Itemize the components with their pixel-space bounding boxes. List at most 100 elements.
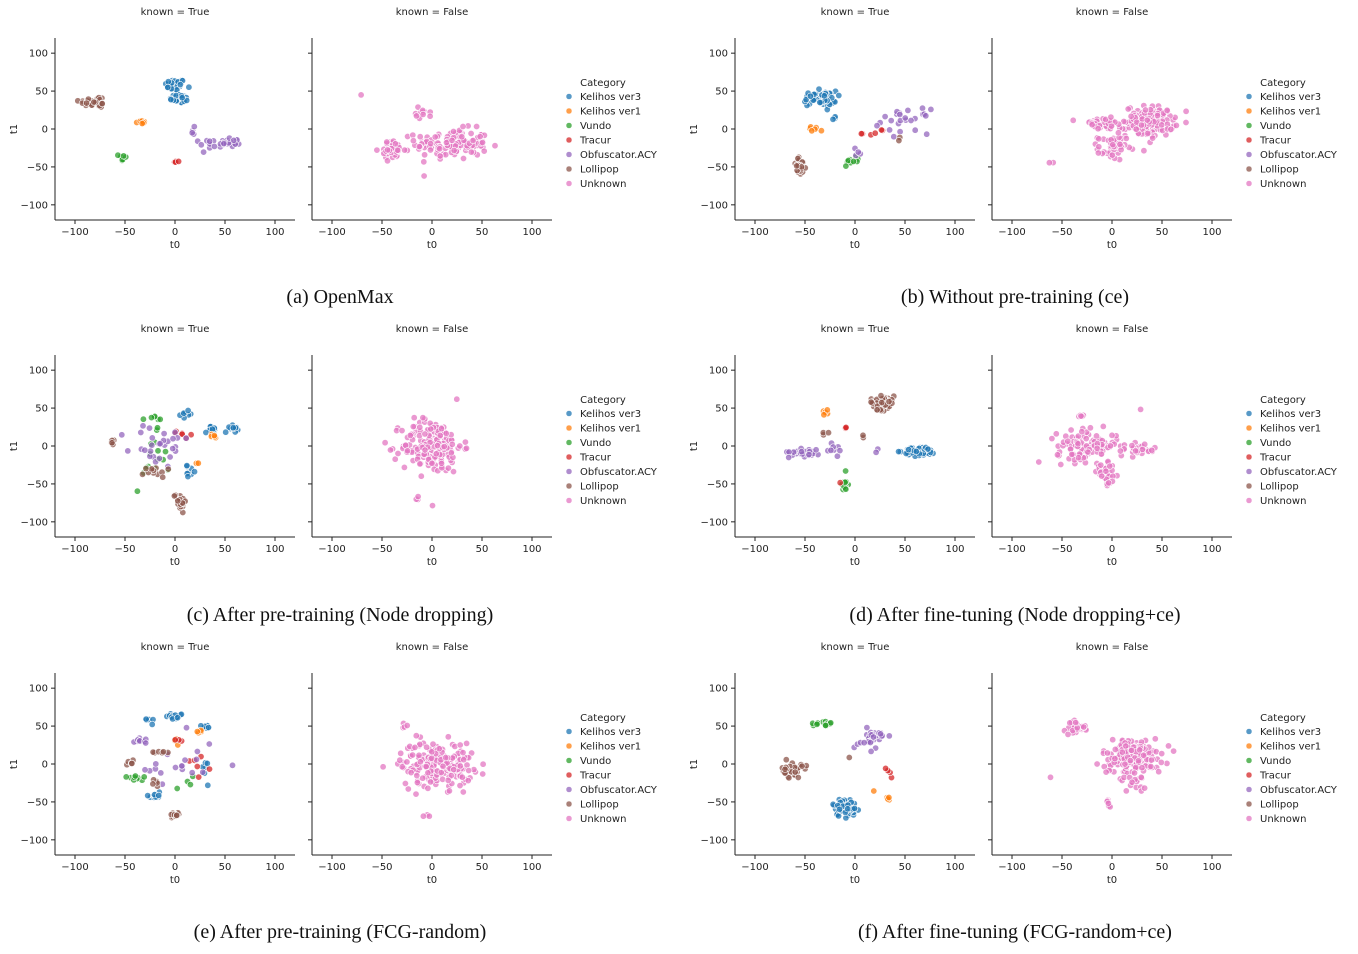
data-point-unknown	[442, 754, 450, 762]
x-tick-label: 50	[1156, 862, 1169, 873]
figure-panel-e: known = True −100 −50 0 50 100 −100 −50 0 50 100 t0…	[9, 642, 658, 943]
data-point-unknown	[1095, 135, 1103, 143]
data-point-obfuscator-acy	[169, 435, 177, 443]
facet-title: known = True	[141, 324, 210, 335]
facet-known-false: known = False −100 −50 0 50 100 t0	[988, 642, 1232, 886]
data-point-unknown	[459, 123, 467, 131]
scatter-points	[357, 91, 499, 180]
data-point-unknown	[420, 158, 428, 166]
data-point-unknown	[409, 423, 417, 431]
data-point-obfuscator-acy	[156, 440, 164, 448]
data-point-kelihos-ver3	[829, 115, 837, 123]
legend-entry-label: Kelihos ver3	[580, 409, 641, 420]
data-point-obfuscator-acy	[918, 104, 926, 112]
data-point-tracur	[857, 130, 865, 138]
data-point-unknown	[456, 442, 464, 450]
scatter-points	[107, 406, 242, 516]
x-tick-label: −50	[371, 862, 392, 873]
data-point-unknown	[449, 468, 457, 476]
data-point-unknown	[436, 152, 444, 160]
data-point-unknown	[1157, 758, 1165, 766]
data-point-vundo	[813, 720, 821, 728]
facet-title: known = True	[141, 642, 210, 653]
data-point-unknown	[1066, 719, 1074, 727]
data-point-unknown	[1158, 750, 1166, 758]
data-point-unknown	[456, 762, 464, 770]
x-tick-label: −50	[1051, 544, 1072, 555]
data-point-obfuscator-acy	[873, 122, 881, 130]
data-point-obfuscator-acy	[812, 446, 820, 454]
y-tick-label: 100	[709, 684, 728, 695]
data-point-obfuscator-acy	[169, 445, 177, 453]
data-point-unknown	[428, 754, 436, 762]
data-point-unknown	[1057, 460, 1065, 468]
y-tick-label: 50	[35, 404, 48, 415]
data-point-kelihos-ver3	[905, 446, 913, 454]
facet-title: known = False	[1076, 642, 1149, 653]
data-point-vundo	[842, 485, 850, 493]
data-point-unknown	[1072, 719, 1080, 727]
data-point-unknown	[1116, 140, 1124, 148]
x-tick-label: −50	[794, 227, 815, 238]
facet-title: known = False	[1076, 7, 1149, 18]
data-point-unknown	[1154, 111, 1162, 119]
data-point-unknown	[1137, 773, 1145, 781]
data-point-kelihos-ver1	[808, 127, 816, 135]
data-point-obfuscator-acy	[193, 755, 201, 763]
data-point-vundo	[842, 162, 850, 170]
data-point-unknown	[421, 446, 429, 454]
data-point-lollipop	[83, 99, 91, 107]
legend-entry-label: Lollipop	[580, 800, 619, 811]
legend-entry-label: Kelihos ver3	[1260, 727, 1321, 738]
y-tick-label: −100	[701, 200, 728, 211]
data-point-obfuscator-acy	[210, 142, 218, 150]
data-point-obfuscator-acy	[230, 136, 238, 144]
data-point-obfuscator-acy	[156, 454, 164, 462]
data-point-unknown	[409, 751, 417, 759]
x-tick-label: 50	[899, 227, 912, 238]
data-point-tracur	[836, 479, 844, 487]
data-point-tracur	[195, 773, 203, 781]
data-point-unknown	[479, 760, 487, 768]
scatter-points	[1035, 405, 1159, 490]
data-point-unknown	[1054, 451, 1062, 459]
x-tick-label: −50	[1051, 227, 1072, 238]
legend-entry-label: Obfuscator.ACY	[580, 785, 658, 796]
data-point-unknown	[1047, 773, 1055, 781]
legend-entry-label: Kelihos ver1	[1260, 742, 1321, 753]
data-point-unknown	[458, 773, 466, 781]
data-point-obfuscator-acy	[193, 747, 201, 755]
legend-entry-label: Unknown	[1260, 814, 1306, 825]
legend-entry-label: Kelihos ver1	[580, 742, 641, 753]
data-point-obfuscator-acy	[190, 123, 198, 131]
legend-marker	[565, 728, 573, 735]
data-point-unknown	[1097, 450, 1105, 458]
y-tick-label: −50	[27, 162, 48, 173]
data-point-unknown	[409, 137, 417, 145]
data-point-obfuscator-acy	[854, 148, 862, 156]
data-point-lollipop	[149, 780, 157, 788]
data-point-unknown	[479, 770, 487, 778]
y-tick-label: 0	[42, 442, 48, 453]
data-point-lollipop	[142, 465, 150, 473]
legend-entry-label: Vundo	[1260, 438, 1291, 449]
data-point-unknown	[1172, 121, 1180, 129]
legend-marker	[565, 482, 573, 490]
data-point-obfuscator-acy	[146, 424, 154, 432]
data-point-unknown	[1138, 121, 1146, 129]
legend-entry-label: Obfuscator.ACY	[1260, 467, 1338, 478]
data-point-obfuscator-acy	[182, 434, 190, 442]
legend-entry-label: Kelihos ver1	[1260, 424, 1321, 435]
data-point-unknown	[432, 450, 440, 458]
legend-marker	[1245, 453, 1253, 461]
data-point-obfuscator-acy	[148, 434, 156, 442]
facet-title: known = False	[396, 642, 469, 653]
data-point-unknown	[416, 133, 424, 141]
x-tick-label: 0	[429, 227, 435, 238]
data-point-unknown	[465, 766, 473, 774]
data-point-kelihos-ver3	[148, 720, 156, 728]
scatter-points	[381, 395, 470, 510]
legend-entry-label: Unknown	[580, 814, 626, 825]
scatter-points	[783, 392, 937, 493]
data-point-unknown	[458, 133, 466, 141]
